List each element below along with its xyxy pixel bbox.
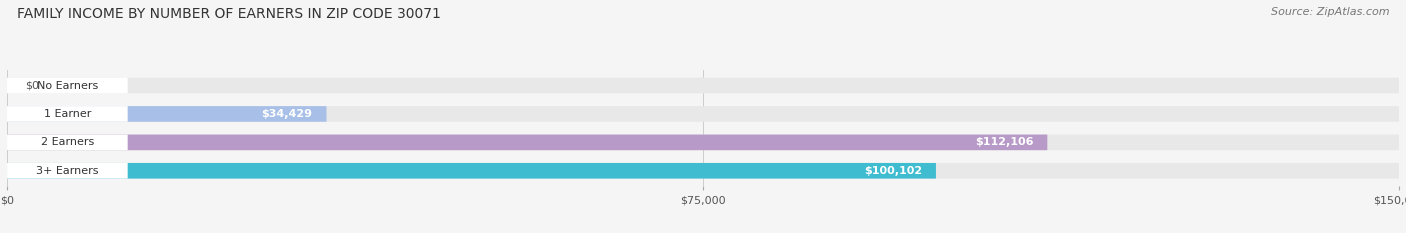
Text: Source: ZipAtlas.com: Source: ZipAtlas.com: [1271, 7, 1389, 17]
FancyBboxPatch shape: [7, 78, 128, 93]
FancyBboxPatch shape: [7, 78, 1399, 93]
Text: 2 Earners: 2 Earners: [41, 137, 94, 147]
FancyBboxPatch shape: [7, 134, 128, 150]
FancyBboxPatch shape: [7, 106, 326, 122]
FancyBboxPatch shape: [7, 163, 936, 178]
FancyBboxPatch shape: [7, 163, 1399, 178]
Text: 1 Earner: 1 Earner: [44, 109, 91, 119]
FancyBboxPatch shape: [7, 134, 1047, 150]
FancyBboxPatch shape: [7, 163, 128, 178]
FancyBboxPatch shape: [7, 134, 1399, 150]
Text: 3+ Earners: 3+ Earners: [37, 166, 98, 176]
FancyBboxPatch shape: [7, 106, 1399, 122]
Text: FAMILY INCOME BY NUMBER OF EARNERS IN ZIP CODE 30071: FAMILY INCOME BY NUMBER OF EARNERS IN ZI…: [17, 7, 440, 21]
FancyBboxPatch shape: [7, 106, 128, 122]
Text: $100,102: $100,102: [863, 166, 922, 176]
Text: No Earners: No Earners: [37, 81, 98, 91]
Text: $34,429: $34,429: [262, 109, 312, 119]
Text: $0: $0: [25, 81, 39, 91]
Text: $112,106: $112,106: [974, 137, 1033, 147]
